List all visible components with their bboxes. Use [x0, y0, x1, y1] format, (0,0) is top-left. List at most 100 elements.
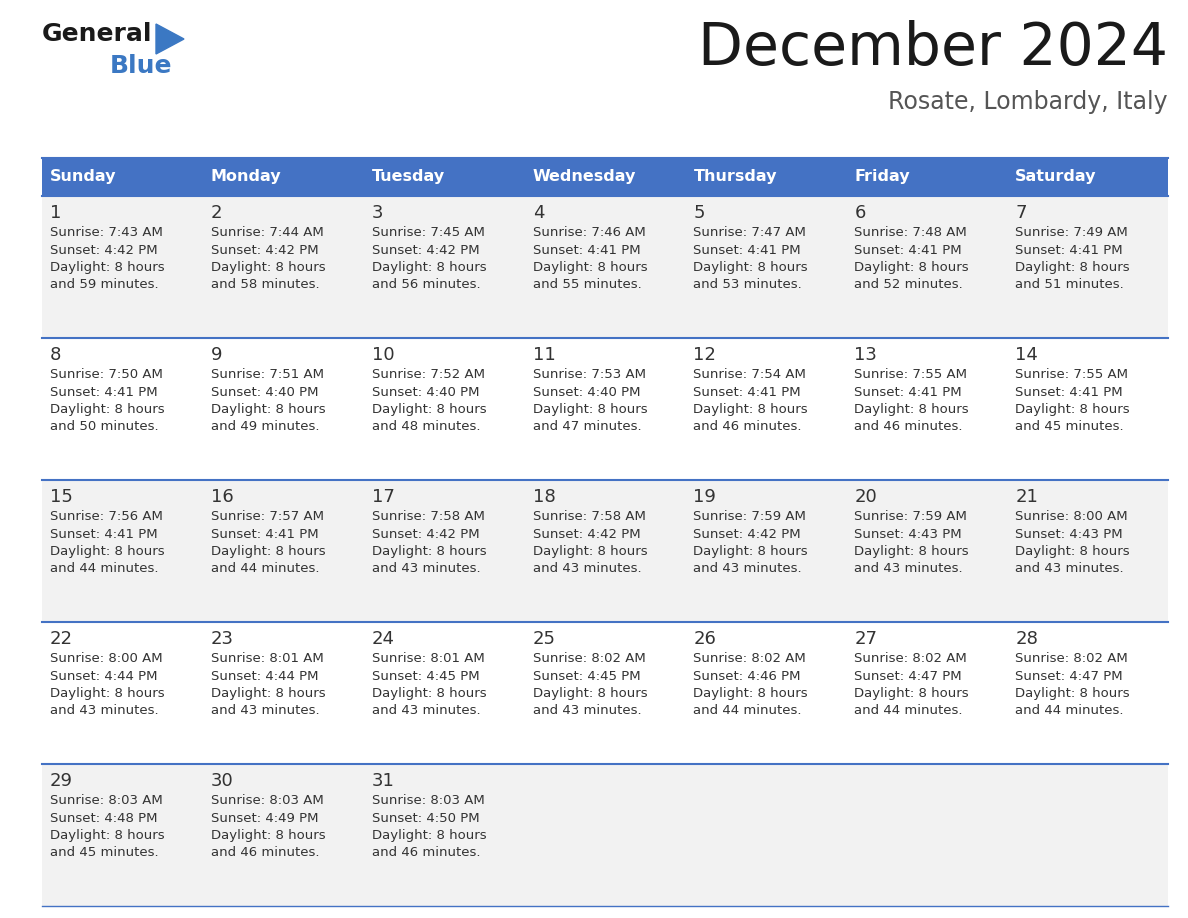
Text: Sunset: 4:40 PM: Sunset: 4:40 PM	[532, 386, 640, 398]
Text: Sunset: 4:48 PM: Sunset: 4:48 PM	[50, 812, 158, 824]
Text: 30: 30	[210, 772, 234, 790]
Text: 18: 18	[532, 488, 555, 506]
Text: Sunrise: 7:57 AM: Sunrise: 7:57 AM	[210, 510, 324, 523]
Text: 20: 20	[854, 488, 877, 506]
Text: and 51 minutes.: and 51 minutes.	[1015, 278, 1124, 292]
Text: 25: 25	[532, 630, 556, 648]
Text: Daylight: 8 hours: Daylight: 8 hours	[210, 545, 326, 558]
Text: Rosate, Lombardy, Italy: Rosate, Lombardy, Italy	[889, 90, 1168, 114]
Bar	[42, 480, 1168, 622]
Text: 5: 5	[694, 204, 704, 222]
Text: Daylight: 8 hours: Daylight: 8 hours	[854, 403, 969, 416]
Text: 26: 26	[694, 630, 716, 648]
Text: Sunset: 4:41 PM: Sunset: 4:41 PM	[1015, 386, 1123, 398]
Text: 14: 14	[1015, 346, 1038, 364]
Text: Daylight: 8 hours: Daylight: 8 hours	[694, 687, 808, 700]
Text: Daylight: 8 hours: Daylight: 8 hours	[372, 261, 486, 274]
Text: 9: 9	[210, 346, 222, 364]
Text: Daylight: 8 hours: Daylight: 8 hours	[532, 545, 647, 558]
Text: Sunset: 4:45 PM: Sunset: 4:45 PM	[532, 669, 640, 682]
Text: Daylight: 8 hours: Daylight: 8 hours	[854, 261, 969, 274]
Text: Sunset: 4:44 PM: Sunset: 4:44 PM	[50, 669, 158, 682]
Text: and 50 minutes.: and 50 minutes.	[50, 420, 159, 433]
Text: Sunrise: 8:01 AM: Sunrise: 8:01 AM	[372, 652, 485, 665]
Text: and 43 minutes.: and 43 minutes.	[372, 704, 480, 718]
Text: Sunset: 4:41 PM: Sunset: 4:41 PM	[854, 386, 962, 398]
Text: and 46 minutes.: and 46 minutes.	[210, 846, 320, 859]
Text: Sunrise: 8:03 AM: Sunrise: 8:03 AM	[210, 794, 323, 807]
Text: Sunset: 4:45 PM: Sunset: 4:45 PM	[372, 669, 479, 682]
Text: 8: 8	[50, 346, 62, 364]
Text: December 2024: December 2024	[699, 20, 1168, 77]
Text: 19: 19	[694, 488, 716, 506]
Text: Wednesday: Wednesday	[532, 170, 636, 185]
Text: Friday: Friday	[854, 170, 910, 185]
Text: Sunrise: 8:02 AM: Sunrise: 8:02 AM	[694, 652, 807, 665]
Text: Sunrise: 8:02 AM: Sunrise: 8:02 AM	[1015, 652, 1127, 665]
Bar	[42, 764, 1168, 906]
Text: Sunrise: 8:00 AM: Sunrise: 8:00 AM	[50, 652, 163, 665]
Text: Sunrise: 7:52 AM: Sunrise: 7:52 AM	[372, 368, 485, 381]
Text: 15: 15	[50, 488, 72, 506]
Text: 22: 22	[50, 630, 72, 648]
Text: 10: 10	[372, 346, 394, 364]
Text: 16: 16	[210, 488, 234, 506]
Text: Daylight: 8 hours: Daylight: 8 hours	[210, 829, 326, 842]
Text: Sunrise: 8:03 AM: Sunrise: 8:03 AM	[50, 794, 163, 807]
Text: Daylight: 8 hours: Daylight: 8 hours	[50, 403, 165, 416]
Text: Sunrise: 7:58 AM: Sunrise: 7:58 AM	[372, 510, 485, 523]
Text: Sunset: 4:47 PM: Sunset: 4:47 PM	[854, 669, 962, 682]
Text: Daylight: 8 hours: Daylight: 8 hours	[1015, 545, 1130, 558]
Text: Sunrise: 7:49 AM: Sunrise: 7:49 AM	[1015, 226, 1127, 239]
Text: Daylight: 8 hours: Daylight: 8 hours	[532, 403, 647, 416]
Text: and 44 minutes.: and 44 minutes.	[1015, 704, 1124, 718]
Text: Sunrise: 8:02 AM: Sunrise: 8:02 AM	[854, 652, 967, 665]
Text: Daylight: 8 hours: Daylight: 8 hours	[694, 545, 808, 558]
Text: 31: 31	[372, 772, 394, 790]
Text: General: General	[42, 22, 152, 46]
Text: Sunrise: 7:54 AM: Sunrise: 7:54 AM	[694, 368, 807, 381]
Text: Sunset: 4:47 PM: Sunset: 4:47 PM	[1015, 669, 1123, 682]
Text: 11: 11	[532, 346, 555, 364]
Text: and 53 minutes.: and 53 minutes.	[694, 278, 802, 292]
Text: and 56 minutes.: and 56 minutes.	[372, 278, 480, 292]
Text: Sunrise: 7:56 AM: Sunrise: 7:56 AM	[50, 510, 163, 523]
Text: Sunset: 4:41 PM: Sunset: 4:41 PM	[1015, 243, 1123, 256]
Text: Daylight: 8 hours: Daylight: 8 hours	[694, 261, 808, 274]
Text: and 46 minutes.: and 46 minutes.	[372, 846, 480, 859]
Polygon shape	[156, 24, 184, 54]
Text: and 43 minutes.: and 43 minutes.	[532, 704, 642, 718]
Text: Sunrise: 7:51 AM: Sunrise: 7:51 AM	[210, 368, 324, 381]
Text: Sunrise: 7:59 AM: Sunrise: 7:59 AM	[694, 510, 807, 523]
Text: Sunset: 4:41 PM: Sunset: 4:41 PM	[50, 528, 158, 541]
Text: Daylight: 8 hours: Daylight: 8 hours	[50, 545, 165, 558]
Text: Sunset: 4:50 PM: Sunset: 4:50 PM	[372, 812, 479, 824]
Text: Daylight: 8 hours: Daylight: 8 hours	[210, 403, 326, 416]
Text: and 44 minutes.: and 44 minutes.	[50, 563, 158, 576]
Text: Daylight: 8 hours: Daylight: 8 hours	[372, 687, 486, 700]
Text: Tuesday: Tuesday	[372, 170, 444, 185]
Text: Daylight: 8 hours: Daylight: 8 hours	[1015, 261, 1130, 274]
Text: Saturday: Saturday	[1015, 170, 1097, 185]
Text: Daylight: 8 hours: Daylight: 8 hours	[372, 545, 486, 558]
Text: Sunset: 4:42 PM: Sunset: 4:42 PM	[372, 528, 479, 541]
Text: and 49 minutes.: and 49 minutes.	[210, 420, 320, 433]
Text: Sunrise: 7:58 AM: Sunrise: 7:58 AM	[532, 510, 645, 523]
Text: 21: 21	[1015, 488, 1038, 506]
Text: Sunrise: 8:02 AM: Sunrise: 8:02 AM	[532, 652, 645, 665]
Text: Sunset: 4:46 PM: Sunset: 4:46 PM	[694, 669, 801, 682]
Text: 13: 13	[854, 346, 877, 364]
Text: Sunrise: 7:44 AM: Sunrise: 7:44 AM	[210, 226, 323, 239]
Text: and 47 minutes.: and 47 minutes.	[532, 420, 642, 433]
Text: Sunset: 4:49 PM: Sunset: 4:49 PM	[210, 812, 318, 824]
Text: and 44 minutes.: and 44 minutes.	[854, 704, 962, 718]
Text: and 58 minutes.: and 58 minutes.	[210, 278, 320, 292]
Text: 23: 23	[210, 630, 234, 648]
Text: Sunrise: 7:43 AM: Sunrise: 7:43 AM	[50, 226, 163, 239]
Text: Sunrise: 8:00 AM: Sunrise: 8:00 AM	[1015, 510, 1127, 523]
Text: Sunrise: 8:01 AM: Sunrise: 8:01 AM	[210, 652, 323, 665]
Text: Daylight: 8 hours: Daylight: 8 hours	[210, 261, 326, 274]
Text: Sunset: 4:42 PM: Sunset: 4:42 PM	[50, 243, 158, 256]
Text: 12: 12	[694, 346, 716, 364]
Text: Sunrise: 8:03 AM: Sunrise: 8:03 AM	[372, 794, 485, 807]
